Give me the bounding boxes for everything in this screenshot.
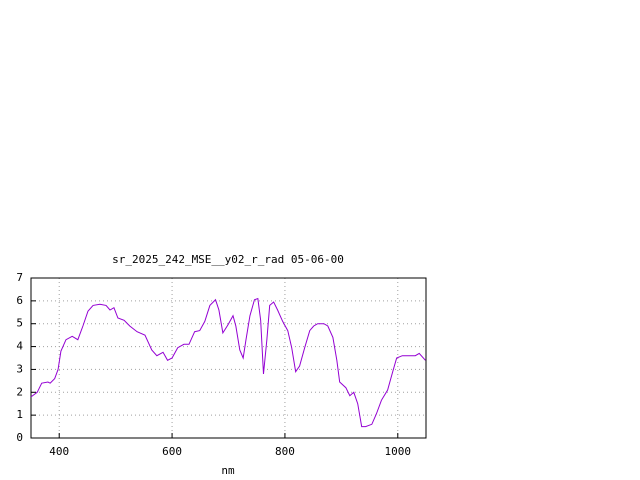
- x-tick-label: 800: [275, 445, 295, 458]
- y-tick-label: 6: [16, 294, 23, 307]
- data-line: [30, 297, 426, 428]
- x-tick-label: 1000: [385, 445, 412, 458]
- y-tick-label: 2: [16, 385, 23, 398]
- y-tick-label: 4: [16, 340, 23, 353]
- y-tick-label: 3: [16, 362, 23, 375]
- y-tick-label: 1: [16, 408, 23, 421]
- y-tick-label: 0: [16, 431, 23, 444]
- y-tick-label: 7: [16, 271, 23, 284]
- chart-title: sr_2025_242_MSE__y02_r_rad 05-06-00: [112, 253, 344, 266]
- plot-frame: [30, 277, 427, 439]
- x-tick-label: 400: [49, 445, 69, 458]
- x-tick-label: 600: [162, 445, 182, 458]
- y-tick-label: 5: [16, 317, 23, 330]
- x-axis-label: nm: [221, 464, 235, 477]
